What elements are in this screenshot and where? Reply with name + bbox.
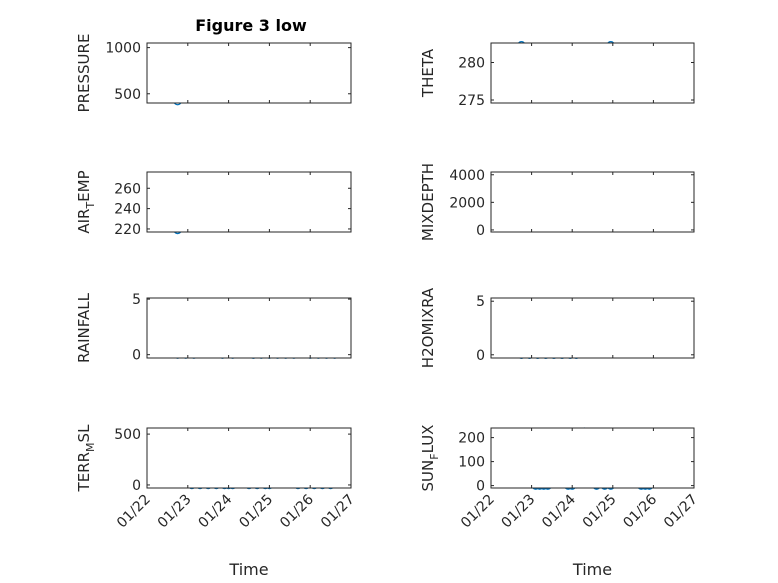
x-axis-label: Time (572, 560, 612, 579)
y-tick-label: 1000 (105, 41, 141, 57)
subplot-h2omixra: 0 5 H2OMIXRA (419, 287, 695, 368)
y-tick-label: 0 (132, 348, 141, 364)
y-tick-label: 100 (458, 455, 485, 471)
y-tick-label: 275 (458, 93, 485, 109)
y-axis-label: PRESSURE (75, 34, 93, 113)
axes-box (146, 427, 352, 489)
axes-box (146, 171, 352, 233)
axes-box (146, 42, 352, 104)
y-tick-label: 0 (476, 348, 485, 364)
y-axis-label: RAINFALL (75, 292, 93, 363)
axes-box (146, 297, 352, 359)
y-axis-label: SUNFLUX (419, 425, 441, 492)
y-tick-label: 4000 (449, 168, 485, 184)
subplot-theta: 275 280 THETA (419, 41, 695, 109)
y-tick-label: 5 (476, 294, 485, 310)
y-tick-label: 5 (132, 292, 141, 308)
y-tick-label: 0 (132, 478, 141, 494)
y-tick-label: 0 (476, 479, 485, 495)
y-tick-label: 280 (458, 56, 485, 72)
x-axis-label: Time (228, 560, 268, 579)
figure-title: Figure 3 low (195, 16, 307, 35)
subplot-mixdepth: 0 2000 4000 MIXDEPTH (419, 163, 695, 241)
y-axis-label: MIXDEPTH (419, 163, 437, 241)
subplot-air_temp: 220 240 260 AIRTEMP (75, 170, 352, 238)
axes-box (490, 297, 695, 359)
y-tick-label: 260 (114, 181, 141, 197)
y-tick-label: 500 (114, 427, 141, 443)
axes-box (490, 427, 695, 489)
y-axis-label: H2OMIXRA (419, 287, 437, 368)
y-tick-label: 220 (114, 222, 141, 238)
y-axis-label: AIRTEMP (75, 170, 97, 233)
y-axis-label: THETA (419, 48, 437, 98)
axes-box (490, 171, 695, 233)
subplot-rainfall: 0 5 RAINFALL (75, 292, 352, 364)
subplot-pressure: 500 1000 PRESSURE (75, 34, 352, 113)
y-tick-label: 0 (476, 223, 485, 239)
y-tick-label: 500 (114, 87, 141, 103)
axes-box (490, 42, 695, 104)
y-tick-label: 2000 (449, 195, 485, 211)
y-tick-label: 200 (458, 431, 485, 447)
y-tick-label: 240 (114, 202, 141, 218)
y-axis-label: TERRMSL (75, 424, 97, 493)
